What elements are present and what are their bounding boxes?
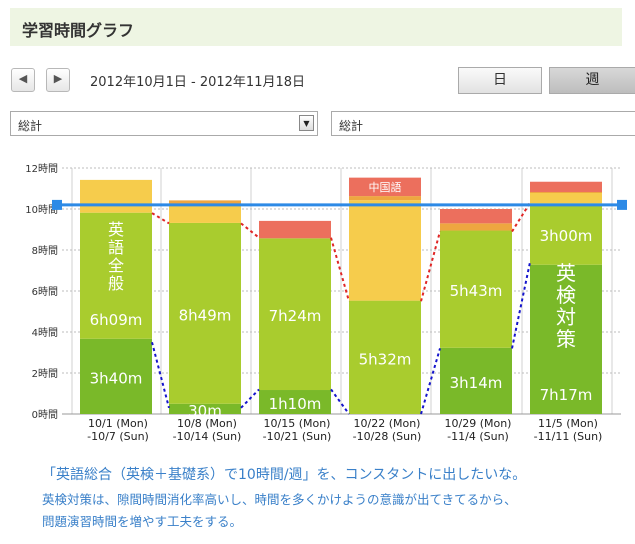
bar-segment <box>349 196 421 201</box>
data-label: 1h10m <box>269 395 322 413</box>
x-category-label: -10/28 (Sun) <box>353 430 422 443</box>
x-category-label: 10/29 (Mon) <box>445 417 512 430</box>
bar-segment <box>169 205 241 223</box>
tab-week[interactable]: 週 <box>549 67 635 94</box>
study-time-chart: 0時間 2時間 4時間 6時間 8時間 10時間 12時間 3h40m 6h09m 30m 8h49… <box>25 163 627 443</box>
data-label: 中国語 <box>369 180 402 194</box>
subject-filter-right[interactable]: 総計 <box>331 111 635 136</box>
data-label: 7h24m <box>269 307 322 325</box>
y-tick-label: 8時間 <box>32 245 58 257</box>
bar-vertical-label-char: 全 <box>108 256 124 275</box>
red-dotted-line <box>511 202 531 233</box>
subject-filter-left-value: 総計 <box>18 119 43 133</box>
bar-vertical-label-char: 対 <box>556 305 576 329</box>
data-label: 7h17m <box>540 386 593 404</box>
bar-vertical-label-char: 策 <box>556 327 576 351</box>
data-label: 3h40m <box>90 369 143 387</box>
note-line-2: 英検対策は、隙間時間消化率高いし、時間を多くかけようの意識が出てきてるから、 <box>42 492 517 507</box>
y-tick-label: 2時間 <box>32 368 58 380</box>
subject-filter-right-value: 総計 <box>339 119 364 133</box>
bar-segment <box>440 223 512 231</box>
data-label: 5h43m <box>450 282 503 300</box>
chevron-down-icon[interactable]: ▼ <box>299 115 314 131</box>
bar-segment <box>169 222 241 404</box>
bar-segment <box>349 177 421 197</box>
bar-segment <box>349 200 421 301</box>
x-category-label: -11/11 (Sun) <box>534 430 603 443</box>
x-category-label: -10/7 (Sun) <box>87 430 149 443</box>
bar-segment <box>530 193 602 204</box>
note-line-3: 問題演習時間を増やす工夫をする。 <box>42 514 243 529</box>
bar-segment <box>440 347 512 414</box>
page-title: 学習時間グラフ <box>22 21 135 40</box>
bar-vertical-label-char: 英 <box>108 220 124 239</box>
bar-segment <box>80 212 152 339</box>
x-category-label: 10/1 (Mon) <box>88 417 148 430</box>
data-label: 30m <box>188 402 222 420</box>
bar-segment <box>530 203 602 265</box>
data-label: 3h00m <box>540 227 593 245</box>
tab-day[interactable]: 日 <box>458 67 542 94</box>
blue-dotted-line <box>420 348 441 415</box>
bar-segment <box>80 179 152 213</box>
bar-segment <box>349 300 421 414</box>
x-category-label: 11/5 (Mon) <box>538 417 598 430</box>
bar-segment <box>440 209 512 224</box>
bar-segment <box>530 264 602 414</box>
blue-dotted-line <box>511 262 531 349</box>
prev-period-button[interactable]: ◀ <box>11 68 35 92</box>
subject-filter-left[interactable]: 総計 ▼ <box>10 111 318 136</box>
red-dotted-line <box>240 222 260 239</box>
chevron-right-icon: ▶ <box>53 72 63 85</box>
goal-line-handle-left <box>52 199 62 210</box>
bar-segment <box>259 390 331 414</box>
data-label: 5h32m <box>359 350 412 368</box>
red-dotted-line <box>420 231 441 302</box>
bar-segment <box>169 200 241 206</box>
x-category-label: 10/15 (Mon) <box>264 417 331 430</box>
notes-box: 「英語総合（英検＋基礎系）で10時間/週」を、コンスタントに出したいな。 英検対… <box>36 458 616 538</box>
y-tick-label: 10時間 <box>25 204 58 216</box>
bar-vertical-label-char: 般 <box>108 274 124 293</box>
bar-segment <box>169 403 241 414</box>
bar-segment <box>259 220 331 239</box>
x-category-label: 10/22 (Mon) <box>354 417 421 430</box>
y-tick-label: 6時間 <box>32 286 58 298</box>
next-period-button[interactable]: ▶ <box>46 68 70 92</box>
x-category-label: 10/8 (Mon) <box>177 417 237 430</box>
data-label: 6h09m <box>90 311 143 329</box>
bar-vertical-label-char: 語 <box>108 238 124 257</box>
y-tick-label: 0時間 <box>32 409 58 421</box>
bar-segment <box>530 191 602 194</box>
bar-vertical-label-char: 検 <box>556 283 576 307</box>
blue-dotted-line <box>330 388 350 415</box>
y-tick-label: 12時間 <box>25 163 58 175</box>
red-dotted-line <box>330 237 350 302</box>
bar-vertical-label-char: 英 <box>556 261 576 285</box>
blue-dotted-line <box>151 341 170 409</box>
data-label: 8h49m <box>179 306 232 324</box>
data-label: 3h14m <box>450 374 503 392</box>
x-category-label: -10/21 (Sun) <box>263 430 332 443</box>
x-category-label: -11/4 (Sun) <box>447 430 509 443</box>
date-range: 2012年10月1日 - 2012年11月18日 <box>90 75 306 90</box>
bar-segment <box>259 238 331 391</box>
y-tick-label: 4時間 <box>32 327 58 339</box>
blue-dotted-line <box>240 388 260 409</box>
goal-line-handle-right <box>617 199 627 210</box>
chevron-left-icon: ◀ <box>18 72 28 85</box>
bar-segment <box>440 230 512 348</box>
note-line-1: 「英語総合（英検＋基礎系）で10時間/週」を、コンスタントに出したいな。 <box>42 467 527 483</box>
x-category-label: -10/14 (Sun) <box>173 430 242 443</box>
bar-segment <box>80 338 152 414</box>
page-header: 学習時間グラフ <box>10 8 622 46</box>
bar-segment <box>530 181 602 192</box>
